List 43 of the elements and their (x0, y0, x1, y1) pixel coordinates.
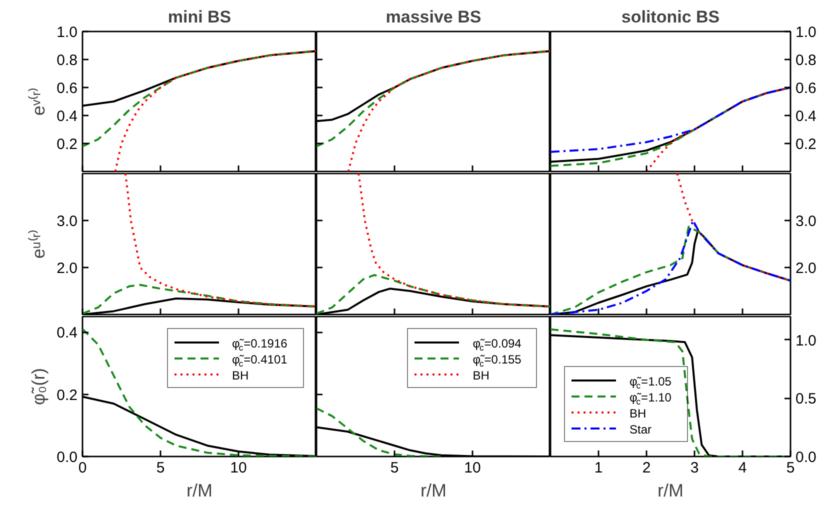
legend-label: BH (232, 368, 249, 382)
y-tick-label: 3.0 (796, 213, 816, 230)
y-tick-label: 0.6 (796, 80, 816, 97)
y-tick-label: 0.4 (796, 108, 816, 125)
y-tick-label: 1.0 (796, 332, 816, 350)
y-tick-label: 2.0 (56, 260, 78, 277)
y-tick-label: 0.4 (56, 324, 78, 342)
y-tick-label: 2.0 (796, 260, 816, 277)
y-tick-label: 0.5 (796, 390, 816, 408)
legend-label: Star (630, 422, 652, 436)
y-tick-label: 0.2 (796, 136, 816, 153)
x-tick-label: 10 (230, 460, 247, 476)
y-axis-title: eᵛ⁽ʳ⁾ (28, 87, 49, 116)
y-tick-label: 0.0 (56, 449, 78, 466)
x-tick-label: 1 (594, 460, 603, 476)
legend-label: BH (630, 406, 646, 420)
y-tick-label: 1.0 (56, 24, 78, 41)
y-axis-title: φ̃₀(r) (28, 368, 49, 406)
x-axis-title: r/M (186, 480, 213, 500)
y-tick-label: 0.2 (56, 386, 78, 404)
y-axis-title: eᵘ⁽ʳ⁾ (28, 229, 49, 259)
y-tick-label: 0.8 (796, 52, 816, 69)
y-tick-label: 0.4 (56, 108, 78, 125)
x-tick-label: 3 (690, 460, 699, 476)
chart-title: mini BS (168, 8, 232, 26)
y-tick-label: 0.0 (796, 449, 816, 466)
y-tick-label: 0.2 (56, 136, 78, 153)
x-tick-label: 0 (78, 460, 87, 476)
x-tick-label: 5 (390, 460, 399, 476)
x-tick-label: 5 (156, 460, 165, 476)
x-tick-label: 10 (464, 460, 481, 476)
x-axis-title: r/M (658, 480, 684, 500)
chart-title: solitonic BS (621, 8, 720, 26)
y-tick-label: 0.6 (56, 80, 78, 97)
x-tick-label: 2 (642, 460, 651, 476)
y-tick-label: 1.0 (796, 24, 816, 41)
x-tick-label: 5 (786, 460, 795, 476)
y-tick-label: 3.0 (56, 213, 78, 230)
x-tick-label: 4 (738, 460, 747, 476)
y-tick-label: 0.8 (56, 52, 78, 69)
legend-label: BH (472, 368, 490, 382)
x-axis-title: r/M (420, 480, 447, 500)
chart-title: massive BS (386, 8, 482, 26)
